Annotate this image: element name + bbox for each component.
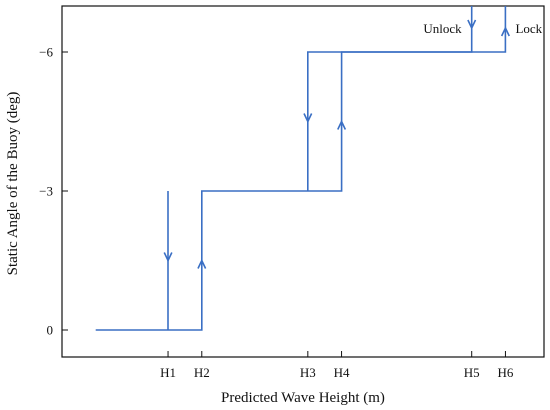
- x-tick-label-h1: H1: [160, 365, 176, 380]
- arrow-down-3: [303, 113, 313, 124]
- y-tick-label: −6: [39, 45, 53, 60]
- annotation-unlock: Unlock: [423, 21, 462, 36]
- y-tick-label: −3: [39, 184, 53, 199]
- x-axis-title: Predicted Wave Height (m): [221, 390, 385, 406]
- y-tick-label: 0: [47, 323, 54, 338]
- y-axis-title: Static Angle of the Buoy (deg): [5, 92, 21, 276]
- arrow-up-4: [337, 119, 347, 130]
- x-tick-label-h5: H5: [464, 365, 480, 380]
- arrow-down-1: [163, 252, 173, 263]
- arrow-down-5: [467, 19, 477, 30]
- annotation-lock: Lock: [515, 21, 542, 36]
- x-tick-label-h2: H2: [194, 365, 210, 380]
- arrow-up-6: [500, 26, 510, 37]
- x-tick-label-h4: H4: [334, 365, 350, 380]
- series-line-1: [95, 6, 507, 331]
- plot-frame: [61, 5, 545, 358]
- x-tick-label-h3: H3: [300, 365, 316, 380]
- arrow-up-2: [197, 258, 207, 269]
- x-tick-label-h6: H6: [497, 365, 513, 380]
